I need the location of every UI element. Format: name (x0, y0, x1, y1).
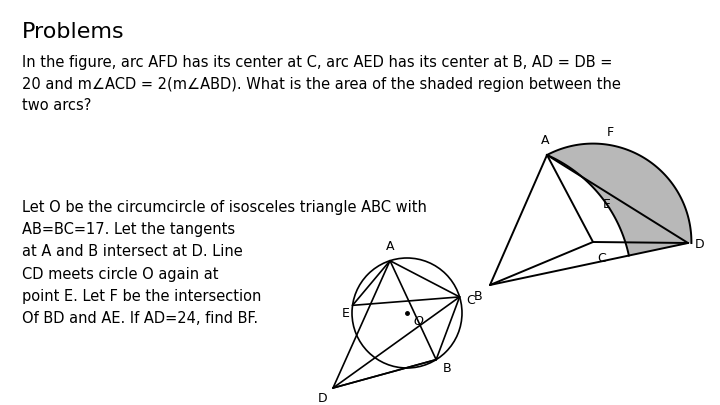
Text: Problems: Problems (22, 22, 125, 42)
Text: A: A (541, 134, 549, 147)
Text: D: D (318, 392, 327, 405)
Text: E: E (603, 198, 611, 211)
Polygon shape (547, 144, 691, 256)
Text: Let O be the circumcircle of isosceles triangle ABC with
AB=BC=17. Let the tange: Let O be the circumcircle of isosceles t… (22, 200, 427, 326)
Text: In the figure, arc AFD has its center at C, arc AED has its center at B, AD = DB: In the figure, arc AFD has its center at… (22, 55, 621, 113)
Text: C: C (597, 252, 606, 265)
Text: A: A (386, 240, 395, 253)
Text: O: O (414, 315, 424, 328)
Text: D: D (695, 239, 705, 252)
Text: B: B (443, 362, 451, 375)
Text: E: E (342, 307, 349, 320)
Text: B: B (473, 290, 482, 303)
Text: C: C (467, 294, 475, 307)
Text: F: F (607, 126, 614, 139)
